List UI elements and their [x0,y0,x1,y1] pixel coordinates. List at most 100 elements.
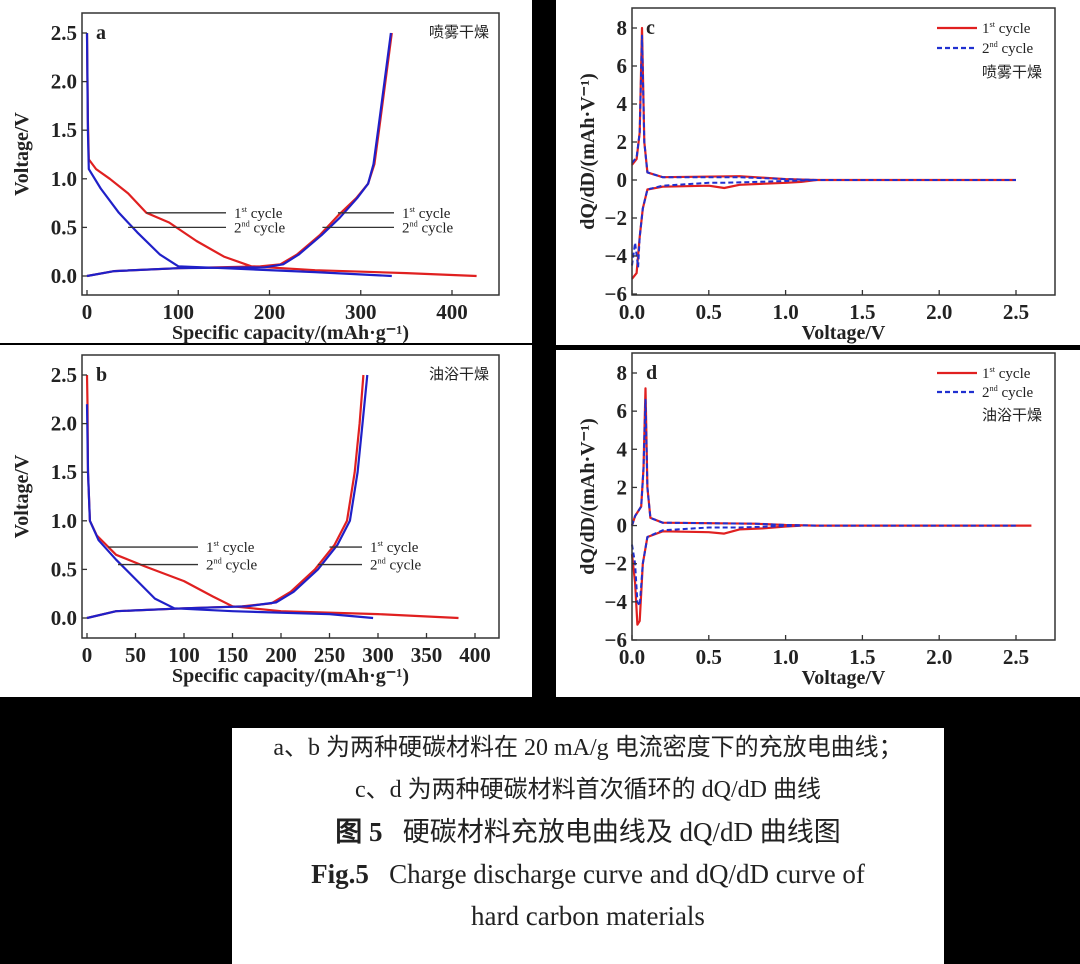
annotation-label: 1st cycle [370,539,419,556]
annotation-label: 2nd cycle [206,557,257,574]
y-tick-label: 2.5 [51,21,77,45]
caption-line-1: a、b 为两种硬碳材料在 20 mA/g 电流密度下的充放电曲线； [273,735,903,761]
x-tick-label: 0 [82,300,93,324]
x-tick-label: 250 [314,643,346,667]
x-tick-label: 2.5 [1003,300,1029,324]
legend-label: 2nd cycle [982,384,1033,401]
legend-label: 2nd cycle [982,40,1033,57]
y-tick-label: 8 [617,16,628,40]
y-tick-label: 1.0 [51,167,77,191]
y-tick-label: 2.5 [51,363,77,387]
x-tick-label: 1.0 [772,300,798,324]
annotation-label: 1st cycle [402,205,451,222]
plot-frame [631,7,1056,296]
y-tick-label: −6 [605,282,627,306]
chart-panel-c: 0.0 0.5 1.0 1.5 2.0 2.5 −6 −4 −2 0 2 4 6 8 Voltage/V dQ… [556,0,1080,345]
x-tick-label: 300 [362,643,394,667]
caption-en-label: Fig.5 [311,859,369,889]
y-tick-label: 0.5 [51,215,77,239]
x-tick-label: 1.5 [849,645,875,669]
x-axis-label: Specific capacity/(mAh·g⁻¹) [172,665,409,687]
series-line-cycle2-charge [86,32,392,278]
x-tick-label: 50 [125,643,146,667]
caption-cn-label: 图 5 [335,817,383,847]
y-tick-label: −4 [605,244,628,268]
caption-en-title-2: hard carbon materials [471,901,705,931]
y-tick-label: −2 [605,552,627,576]
annotation-label: 1st cycle [206,539,255,556]
x-tick-label: 2.0 [926,645,952,669]
y-tick-label: 1.5 [51,118,77,142]
x-tick-label: 0.0 [619,300,645,324]
annotation-label: 2nd cycle [234,219,285,236]
x-tick-label: 300 [345,300,377,324]
plot-frame [81,12,500,296]
y-tick-label: 2.0 [51,70,77,94]
plot-frame [81,354,500,639]
y-tick-label: 1.5 [51,460,77,484]
y-tick-label: 2 [617,130,628,154]
y-tick-label: 6 [617,54,628,78]
x-tick-label: 400 [436,300,468,324]
legend-label: 1st cycle [982,365,1031,382]
y-axis-label: dQ/dD/(mAh·V⁻¹) [577,418,599,575]
caption-en-title: Fig.5 Charge discharge curve and dQ/dD c… [232,860,944,888]
series-line-2nd-cycle [631,524,802,607]
x-tick-label: 0 [82,643,93,667]
y-tick-label: 4 [617,92,628,116]
figure-caption: a、b 为两种硬碳材料在 20 mA/g 电流密度下的充放电曲线； c、d 为两… [232,728,944,964]
x-tick-label: 2.0 [926,300,952,324]
y-tick-label: 0 [617,168,628,192]
panel-label: 喷雾干燥 [429,23,489,41]
panel-letter: b [96,364,107,386]
panel-background [0,0,532,343]
caption-en-text: Charge discharge curve and dQ/dD curve o… [389,859,865,889]
y-axis-label: Voltage/V [11,454,33,538]
y-axis-label: dQ/dD/(mAh·V⁻¹) [577,73,599,230]
panel-letter: a [96,22,106,44]
y-tick-label: 6 [617,399,628,423]
caption-cn-text: 硬碳材料充放电曲线及 dQ/dD 曲线图 [402,817,841,847]
y-tick-label: 2.0 [51,412,77,436]
series-line-cycle2-discharge [85,32,392,278]
series-line-cycle2-charge [86,374,369,620]
panel-letter: c [646,17,655,39]
x-tick-label: 0.0 [619,645,645,669]
plot-frame [631,352,1056,641]
x-tick-label: 200 [265,643,297,667]
annotation-label: 2nd cycle [370,557,421,574]
annotation-label: 1st cycle [234,205,283,222]
y-tick-label: −6 [605,628,627,652]
y-tick-label: 0.0 [51,264,77,288]
y-tick-label: 2 [617,475,628,499]
caption-line-2: c、d 为两种硬碳材料首次循环的 dQ/dD 曲线 [355,777,821,803]
x-axis-label: Voltage/V [802,667,886,689]
panel-label: 油浴干燥 [429,365,489,383]
series-line-2nd-cycle [631,34,1016,181]
y-tick-label: −2 [605,206,627,230]
y-tick-label: 0 [617,514,628,538]
x-tick-label: 150 [217,643,249,667]
legend-label: 1st cycle [982,20,1031,37]
y-tick-label: 0.5 [51,557,77,581]
x-tick-label: 2.5 [1003,645,1029,669]
chart-panel-d: 0.0 0.5 1.0 1.5 2.0 2.5 −6 −4 −2 0 2 4 6 8 Voltage/V dQ… [556,350,1080,697]
chart-panel-b: 0 50 100 150 200 250 300 350 400 0.0 0.5 1.0 1.5 2.0 2… [0,345,532,697]
panel-background [556,350,1080,697]
annotation-label: 2nd cycle [402,219,453,236]
y-tick-label: −4 [605,590,628,614]
panel-label: 油浴干燥 [982,406,1042,424]
x-tick-label: 0.5 [696,645,722,669]
y-tick-label: 4 [617,437,628,461]
x-tick-label: 100 [168,643,200,667]
x-axis-label: Specific capacity/(mAh·g⁻¹) [172,322,409,344]
y-axis-label: Voltage/V [11,112,33,196]
caption-cn-title: 图 5 硬碳材料充放电曲线及 dQ/dD 曲线图 [232,818,944,846]
series-line-cycle2-discharge [85,404,374,620]
x-tick-label: 1.5 [849,300,875,324]
x-tick-label: 200 [254,300,286,324]
x-tick-label: 0.5 [696,300,722,324]
x-tick-label: 400 [459,643,491,667]
y-tick-label: 8 [617,361,628,385]
